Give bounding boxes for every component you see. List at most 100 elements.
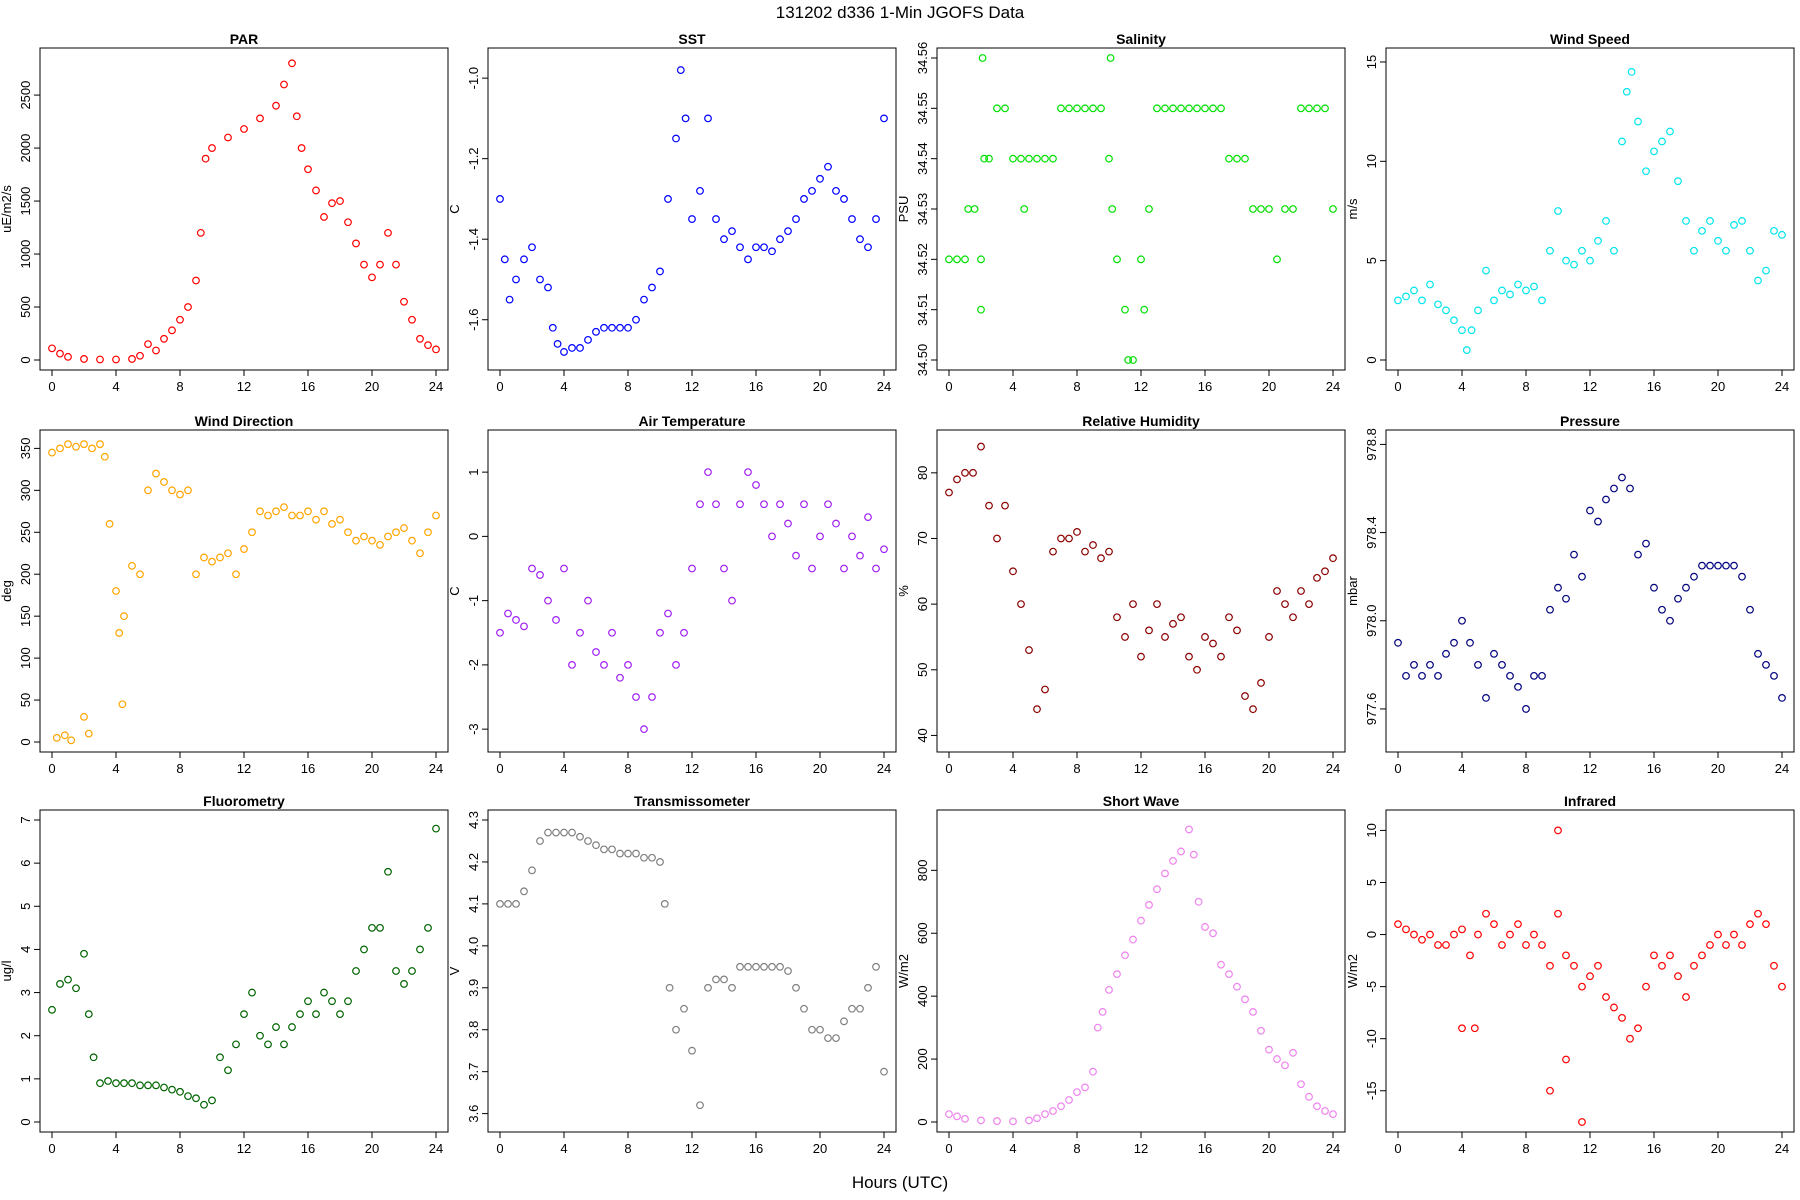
data-point	[1313, 1102, 1321, 1111]
data-point	[752, 962, 760, 971]
data-point	[977, 442, 985, 451]
data-point	[1185, 825, 1193, 834]
data-point	[1124, 356, 1133, 364]
x-tick-label: 24	[1326, 1141, 1340, 1156]
data-point	[536, 275, 544, 284]
data-point	[1730, 930, 1738, 939]
data-point	[1578, 1118, 1586, 1126]
data-point	[297, 144, 306, 152]
data-point	[576, 344, 584, 352]
data-point	[728, 983, 736, 992]
data-points-wind-direction	[48, 440, 440, 745]
data-point	[720, 235, 728, 244]
data-point	[1546, 1086, 1554, 1095]
data-point	[1546, 961, 1554, 970]
data-point	[1153, 104, 1161, 113]
data-point	[1554, 826, 1562, 835]
data-point	[728, 227, 736, 236]
x-tick-label: 12	[237, 1141, 251, 1156]
data-point	[880, 1067, 888, 1076]
data-point	[128, 355, 136, 363]
data-point	[961, 468, 969, 477]
data-point	[432, 511, 440, 520]
x-tick-label: 20	[813, 1141, 827, 1156]
data-point	[1265, 633, 1273, 641]
data-point	[977, 305, 985, 314]
data-point	[970, 205, 979, 213]
data-point	[808, 1025, 816, 1034]
data-point	[536, 837, 544, 845]
data-point	[945, 255, 953, 264]
x-tick-label: 20	[365, 379, 379, 394]
data-point	[1033, 705, 1041, 714]
data-point	[1193, 104, 1201, 113]
data-point	[312, 515, 320, 524]
x-tick-label: 16	[749, 379, 763, 394]
data-point	[368, 273, 376, 282]
data-point	[264, 511, 272, 520]
data-point	[1189, 850, 1198, 859]
data-point	[1467, 326, 1476, 335]
data-point	[584, 335, 592, 344]
x-tick-label: 16	[301, 379, 315, 394]
data-point	[1394, 296, 1402, 305]
data-points-salinity	[945, 54, 1337, 364]
data-point	[304, 507, 312, 516]
data-point	[1458, 326, 1466, 335]
x-tick-label: 8	[624, 761, 631, 776]
data-point	[1498, 660, 1506, 669]
data-point	[120, 612, 128, 621]
data-point	[84, 1010, 93, 1019]
data-point	[776, 235, 784, 244]
data-point	[105, 519, 114, 528]
y-tick-label: -1.4	[466, 228, 481, 250]
data-point	[196, 228, 205, 237]
data-point	[1241, 692, 1249, 700]
data-point	[552, 616, 560, 624]
y-tick-label: 4.1	[466, 895, 481, 913]
data-point	[1546, 246, 1554, 255]
y-tick-label: 978.8	[1364, 428, 1379, 461]
x-tick-label: 12	[237, 379, 251, 394]
data-point	[1001, 501, 1009, 510]
data-point	[1073, 528, 1081, 536]
data-point	[144, 1081, 152, 1090]
data-point	[80, 355, 88, 363]
data-point	[1458, 1024, 1466, 1033]
data-point	[56, 349, 64, 358]
data-point	[496, 195, 504, 203]
data-point	[1233, 626, 1241, 635]
data-point	[688, 215, 696, 223]
data-point	[848, 1004, 856, 1013]
data-point	[320, 213, 328, 221]
data-point	[648, 283, 656, 292]
data-point	[568, 344, 576, 352]
data-point	[1140, 305, 1149, 314]
data-point	[1169, 856, 1177, 865]
data-point	[872, 962, 880, 971]
data-point	[1185, 104, 1193, 113]
x-tick-label: 4	[112, 1141, 119, 1156]
data-point	[384, 867, 392, 876]
data-point	[1137, 916, 1145, 925]
data-point	[792, 983, 800, 992]
data-point	[1097, 554, 1105, 563]
data-point	[712, 500, 720, 509]
panel-par: PAR 0 4 8 12 16 20 24 0 500 1000 1500 2000 2500 uE/m2/…	[0, 31, 449, 394]
data-point	[336, 197, 344, 205]
data-point	[1426, 930, 1434, 939]
data-point	[616, 323, 624, 332]
data-point	[624, 323, 632, 332]
data-point	[1217, 104, 1225, 113]
data-point	[72, 984, 80, 993]
data-point	[1289, 205, 1297, 213]
data-point	[608, 323, 616, 332]
panel-title: Relative Humidity	[1082, 413, 1200, 429]
data-point	[1698, 226, 1706, 235]
x-tick-label: 12	[1583, 1141, 1597, 1156]
y-tick-label: -1.0	[466, 67, 481, 89]
data-point	[1065, 104, 1073, 113]
data-point	[1049, 154, 1057, 163]
data-point	[336, 515, 344, 524]
